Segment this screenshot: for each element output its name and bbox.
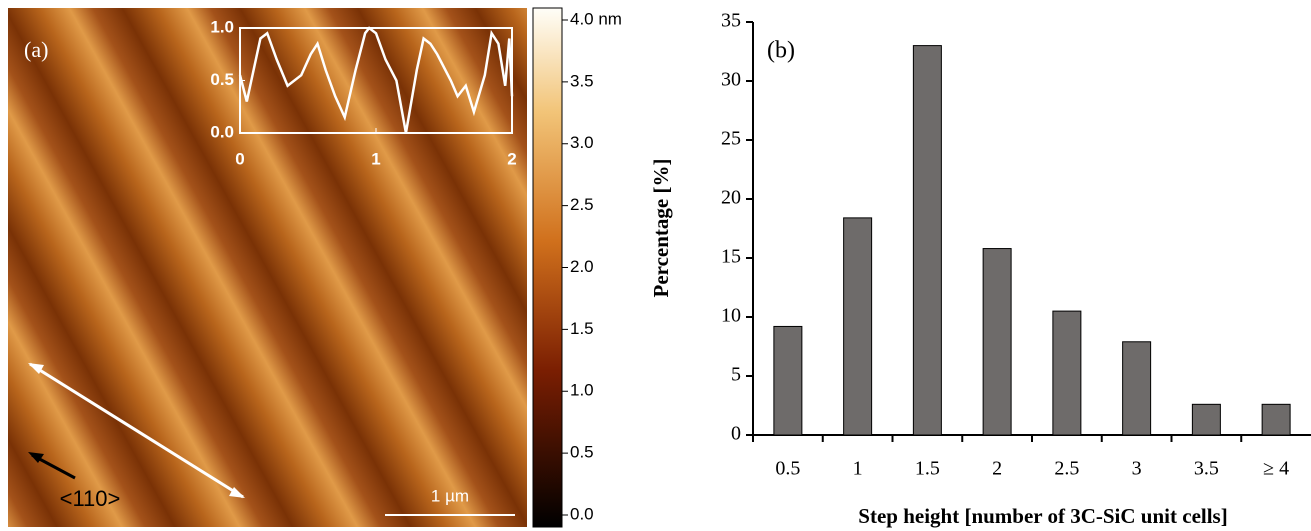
colorbar-label: 3.0 <box>570 133 594 152</box>
y-tick-label: 5 <box>731 364 741 386</box>
bar <box>1052 310 1082 436</box>
profile-arrow <box>29 362 244 499</box>
y-tick-label: 10 <box>721 305 741 327</box>
x-axis-label: Step height [number of 3C-SiC unit cells… <box>858 504 1227 528</box>
panel-label: (a) <box>24 37 48 62</box>
x-tick-label: 2 <box>507 149 516 168</box>
bar <box>982 248 1012 436</box>
x-tick-label: 1 <box>371 149 380 168</box>
arrow-head <box>28 363 44 374</box>
y-tick-label: 20 <box>721 187 741 209</box>
y-tick-label: 25 <box>721 128 741 150</box>
colorbar-label: 1.5 <box>570 319 594 338</box>
bar <box>1191 403 1221 436</box>
panel-label: (b) <box>767 38 795 64</box>
y-tick-label: 0.0 <box>210 122 234 141</box>
y-tick-label: 0.5 <box>210 70 234 89</box>
x-tick-label: 2 <box>992 458 1002 480</box>
bar <box>773 325 803 436</box>
y-tick-label: 1.0 <box>210 17 234 36</box>
bar <box>1261 403 1291 436</box>
y-tick-label: 30 <box>721 69 741 91</box>
arrow-head <box>28 452 44 463</box>
arrow-head <box>229 487 245 498</box>
x-tick-label: 2.5 <box>1054 458 1079 480</box>
profile-line <box>238 26 514 134</box>
colorbar-label: 2.0 <box>570 257 594 276</box>
x-tick-label: 3 <box>1132 458 1142 480</box>
colorbar-label: 0.0 <box>570 504 594 523</box>
afm-image <box>8 8 527 527</box>
y-tick-label: 35 <box>721 10 741 32</box>
y-tick-label: 15 <box>721 246 741 268</box>
y-axis-label: Percentage [%] <box>649 159 673 298</box>
colorbar <box>532 7 563 528</box>
scale-label: 1 µm <box>431 486 469 505</box>
x-tick-label: 3.5 <box>1194 458 1219 480</box>
colorbar-label: 1.0 <box>570 381 594 400</box>
bar <box>843 217 873 436</box>
y-tick-label: 0 <box>731 423 741 445</box>
x-tick-label: 0.5 <box>775 458 800 480</box>
x-tick-label: 1 <box>853 458 863 480</box>
bar <box>1122 341 1152 436</box>
x-tick-label: 1.5 <box>915 458 940 480</box>
bar <box>912 45 942 436</box>
colorbar-label: 0.5 <box>570 443 594 462</box>
x-tick-label: 0 <box>235 149 244 168</box>
colorbar-label: 3.5 <box>570 71 594 90</box>
direction-label: <110> <box>60 486 121 511</box>
x-tick-label: ≥ 4 <box>1263 458 1289 480</box>
colorbar-label: 4.0 nm <box>570 9 622 28</box>
colorbar-label: 2.5 <box>570 195 594 214</box>
